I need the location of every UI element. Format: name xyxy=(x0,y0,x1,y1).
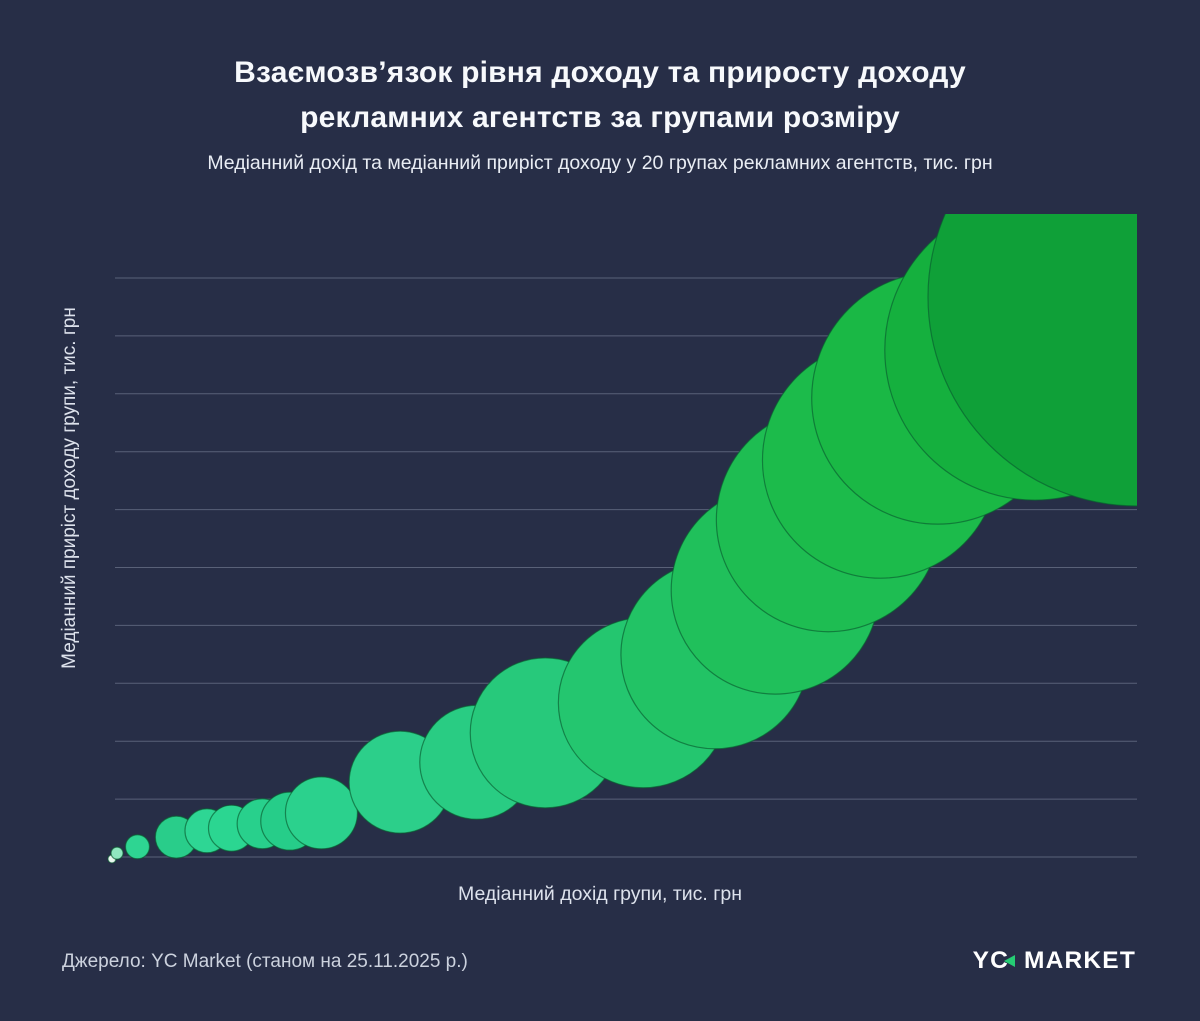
logo-text-yc: YC xyxy=(972,947,1009,974)
bubble-group-2 xyxy=(110,846,124,860)
bubble-group-3 xyxy=(124,834,151,860)
brand-logo: YC MARKET xyxy=(973,947,1136,975)
chart-title-line2: рекламних агентств за групами розміру xyxy=(300,101,900,134)
source-note: Джерело: YC Market (станом на 25.11.2025… xyxy=(62,951,468,972)
x-axis-label: Медіанний дохід групи, тис. грн xyxy=(458,883,742,905)
bubble-series xyxy=(107,214,1137,864)
logo-text-market: MARKET xyxy=(1024,947,1136,974)
y-axis-label: Медіанний приріст доходу групи, тис. грн xyxy=(59,307,80,669)
chart-title-line1: Взаємозв’язок рівня доходу та приросту д… xyxy=(234,56,966,89)
bubble-group-20 xyxy=(927,214,1137,507)
bubble-group-9 xyxy=(284,776,359,850)
chart-subtitle: Медіанний дохід та медіанний приріст дох… xyxy=(207,152,993,174)
triangle-left-icon xyxy=(1004,955,1015,967)
chart-title: Взаємозв’язок рівня доходу та приросту д… xyxy=(0,50,1200,140)
